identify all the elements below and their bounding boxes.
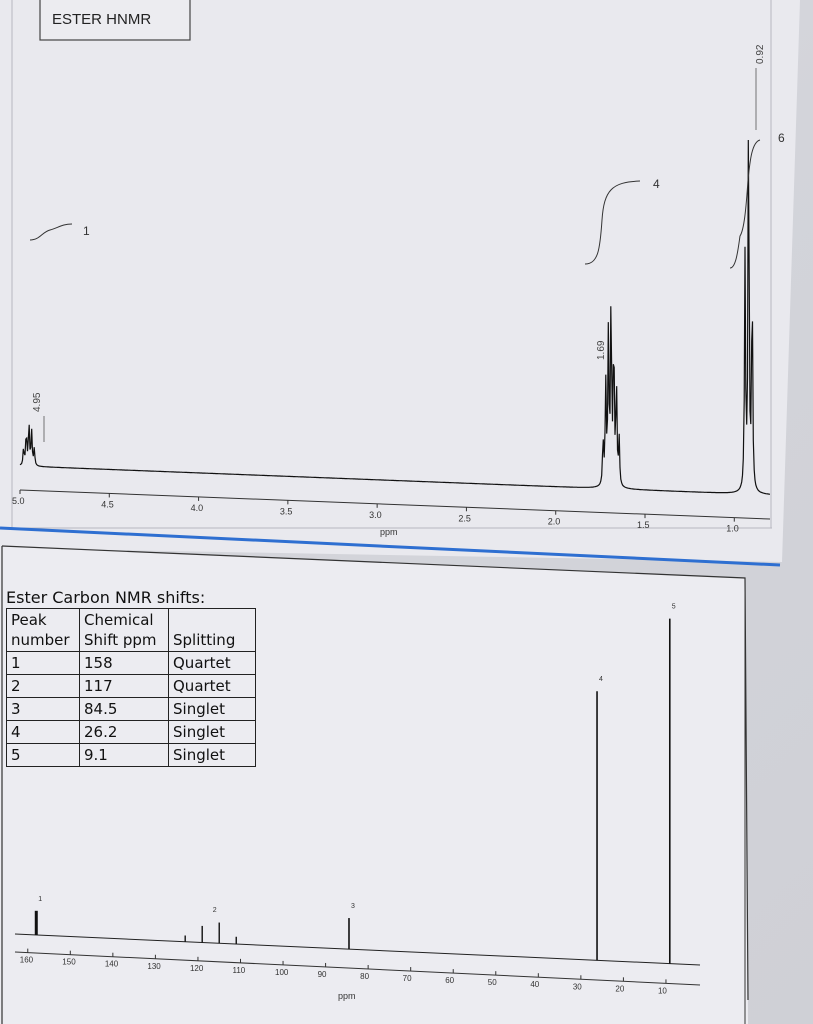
row-shift: 9.1 [79, 743, 169, 767]
proton-tick-label: 2.0 [548, 517, 561, 527]
table-row: 2 117 Quartet [6, 674, 256, 698]
row-splitting: Quartet [168, 651, 256, 675]
proton-integral-label-4: 4 [653, 177, 660, 191]
row-peak: 1 [6, 651, 80, 675]
row-shift: 117 [79, 674, 169, 698]
carbon-peaks: 1 2 3 4 5 [34, 604, 676, 964]
carbon-x-label: ppm [338, 991, 356, 1001]
proton-title-box [39, 0, 191, 41]
proton-tick-label: 2.5 [458, 513, 471, 523]
proton-peak-label-1.69: 1.69 [596, 340, 607, 360]
row-splitting: Quartet [168, 674, 256, 698]
row-splitting: Singlet [168, 743, 256, 767]
carbon-shift-table: Peak number Chemical Shift ppm Splitting… [6, 608, 256, 767]
carbon-peak-label: 1 [38, 896, 42, 903]
carbon-tick-label: 40 [530, 980, 539, 989]
carbon-tick-label: 10 [658, 986, 667, 995]
table-row: 1 158 Quartet [6, 651, 256, 675]
row-peak: 3 [6, 697, 80, 721]
row-shift: 158 [79, 651, 169, 675]
proton-tick-label: 1.0 [726, 524, 739, 534]
proton-integral-curve-1 [29, 223, 73, 241]
row-peak: 2 [6, 674, 80, 698]
table-row: 5 9.1 Singlet [6, 743, 256, 767]
proton-tick-label: 5.0 [12, 496, 25, 506]
carbon-tick-label: 110 [232, 966, 245, 975]
carbon-tick-label: 90 [318, 970, 327, 979]
proton-integral-label-1: 1 [83, 224, 90, 238]
carbon-tick-label: 130 [147, 962, 161, 971]
proton-x-ticks: 5.0 4.5 4.0 3.5 3.0 2.5 2.0 1.5 1.0 [12, 490, 739, 534]
row-shift: 84.5 [79, 697, 169, 721]
proton-peak-label-0.92: 0.92 [755, 44, 766, 64]
carbon-table-title: Ester Carbon NMR shifts: [6, 588, 206, 607]
panel-divider [0, 526, 781, 567]
carbon-tick-label: 150 [62, 958, 76, 967]
row-splitting: Singlet [168, 697, 256, 721]
proton-tick-label: 4.5 [101, 499, 114, 509]
carbon-tick-label: 80 [360, 972, 369, 981]
proton-integral-curve-6 [729, 139, 761, 269]
proton-tick-label: 4.0 [191, 503, 204, 513]
proton-title: ESTER HNMR [52, 11, 151, 28]
carbon-tick-label: 70 [403, 974, 412, 983]
header-peak-number: Peak number [6, 608, 80, 652]
carbon-tick-label: 50 [488, 978, 497, 987]
row-peak: 4 [6, 720, 80, 744]
carbon-x-ticks: 160 150 140 130 120 110 100 90 80 70 60 50 40 30 20 10 [20, 948, 667, 995]
carbon-tick-label: 140 [105, 960, 119, 969]
proton-spectrum-trace [19, 139, 770, 495]
carbon-tick-label: 100 [275, 968, 289, 977]
carbon-table-header-row: Peak number Chemical Shift ppm Splitting [6, 608, 256, 652]
carbon-tick-label: 60 [445, 976, 454, 985]
proton-peak-label-4.95: 4.95 [32, 392, 43, 412]
proton-tick-label: 3.5 [280, 506, 293, 516]
table-row: 3 84.5 Singlet [6, 697, 256, 721]
proton-x-label: ppm [380, 527, 398, 537]
carbon-peak-label: 5 [672, 604, 676, 611]
carbon-x-axis [14, 951, 701, 986]
proton-integral-label-6: 6 [778, 131, 785, 145]
carbon-tick-label: 20 [615, 984, 624, 993]
carbon-tick-label: 30 [573, 982, 582, 991]
carbon-peak-label: 3 [351, 903, 355, 910]
proton-tick-label: 1.5 [637, 520, 650, 530]
carbon-tick-label: 120 [190, 964, 204, 973]
header-chemical-shift: Chemical Shift ppm [79, 608, 169, 652]
carbon-tick-label: 160 [20, 956, 34, 965]
header-splitting: Splitting [168, 608, 256, 652]
proton-tick-label: 3.0 [369, 510, 382, 520]
proton-sheet [0, 0, 800, 562]
table-row: 4 26.2 Singlet [6, 720, 256, 744]
row-splitting: Singlet [168, 720, 256, 744]
row-peak: 5 [6, 743, 80, 767]
row-shift: 26.2 [79, 720, 169, 744]
carbon-baseline [14, 933, 701, 966]
carbon-peak-label: 4 [599, 676, 603, 683]
proton-integral-curve-4 [584, 180, 641, 265]
carbon-peak-label: 2 [213, 907, 217, 914]
